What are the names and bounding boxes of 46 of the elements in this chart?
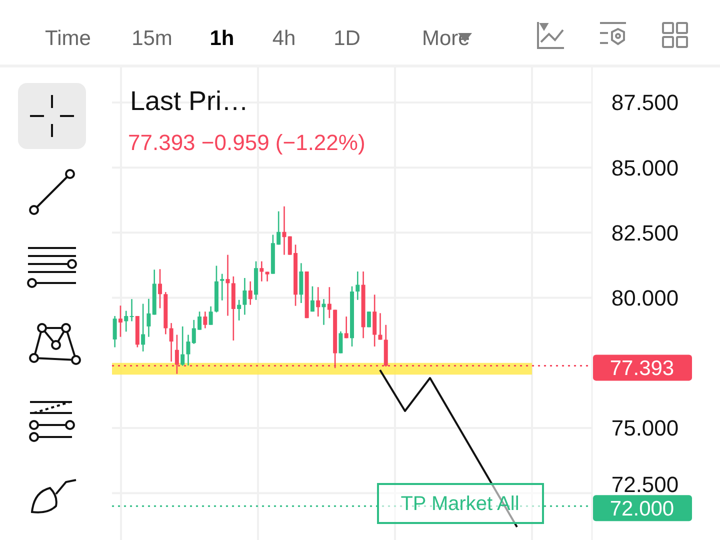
text: Last Pri…	[130, 86, 249, 116]
candlestick	[248, 280, 252, 306]
candlestick	[169, 322, 174, 362]
y-tick-label: 72.500	[611, 472, 679, 497]
candlestick	[282, 206, 286, 256]
candlestick	[208, 306, 213, 326]
candlestick	[299, 262, 304, 304]
candlestick	[260, 260, 264, 282]
candlestick	[112, 315, 117, 348]
y-tick-label: 80.000	[611, 285, 679, 310]
candlestick	[372, 294, 377, 348]
candlestick	[316, 286, 320, 318]
candlestick	[265, 271, 270, 282]
text: 1D	[334, 27, 360, 50]
candlestick	[378, 312, 382, 340]
candlestick	[237, 299, 242, 322]
candlestick	[141, 303, 146, 352]
candlestick	[366, 310, 371, 328]
candlestick	[186, 334, 190, 366]
candlestick	[180, 326, 185, 366]
candlestick	[146, 298, 151, 338]
y-tick-label: 82.500	[611, 220, 679, 246]
text: 4h	[272, 27, 296, 50]
y-tick-label: 75.000	[611, 416, 679, 441]
text: 1h	[210, 27, 234, 50]
candlestick	[130, 298, 134, 322]
candlestick	[242, 277, 247, 316]
candlestick	[327, 286, 332, 319]
candlestick	[338, 330, 343, 354]
candlestick	[226, 254, 230, 316]
candlestick	[124, 310, 128, 332]
text: 15m	[132, 27, 172, 50]
ref-line-label: 77.393	[610, 357, 674, 380]
candlestick	[310, 286, 314, 312]
text: Time	[45, 27, 91, 50]
ref-line-label: 72.000	[610, 497, 674, 520]
candlestick	[118, 304, 122, 338]
candlestick	[356, 270, 360, 301]
y-tick-label: 87.500	[611, 90, 679, 116]
annotation: TP Market All	[400, 493, 520, 515]
y-tick-label: 85.000	[611, 155, 679, 180]
candlestick	[344, 316, 348, 339]
candlestick	[158, 268, 162, 309]
candlestick	[220, 273, 224, 302]
text: 77.393 −0.959 (−1.22%)	[128, 130, 366, 155]
candlestick	[203, 310, 208, 329]
